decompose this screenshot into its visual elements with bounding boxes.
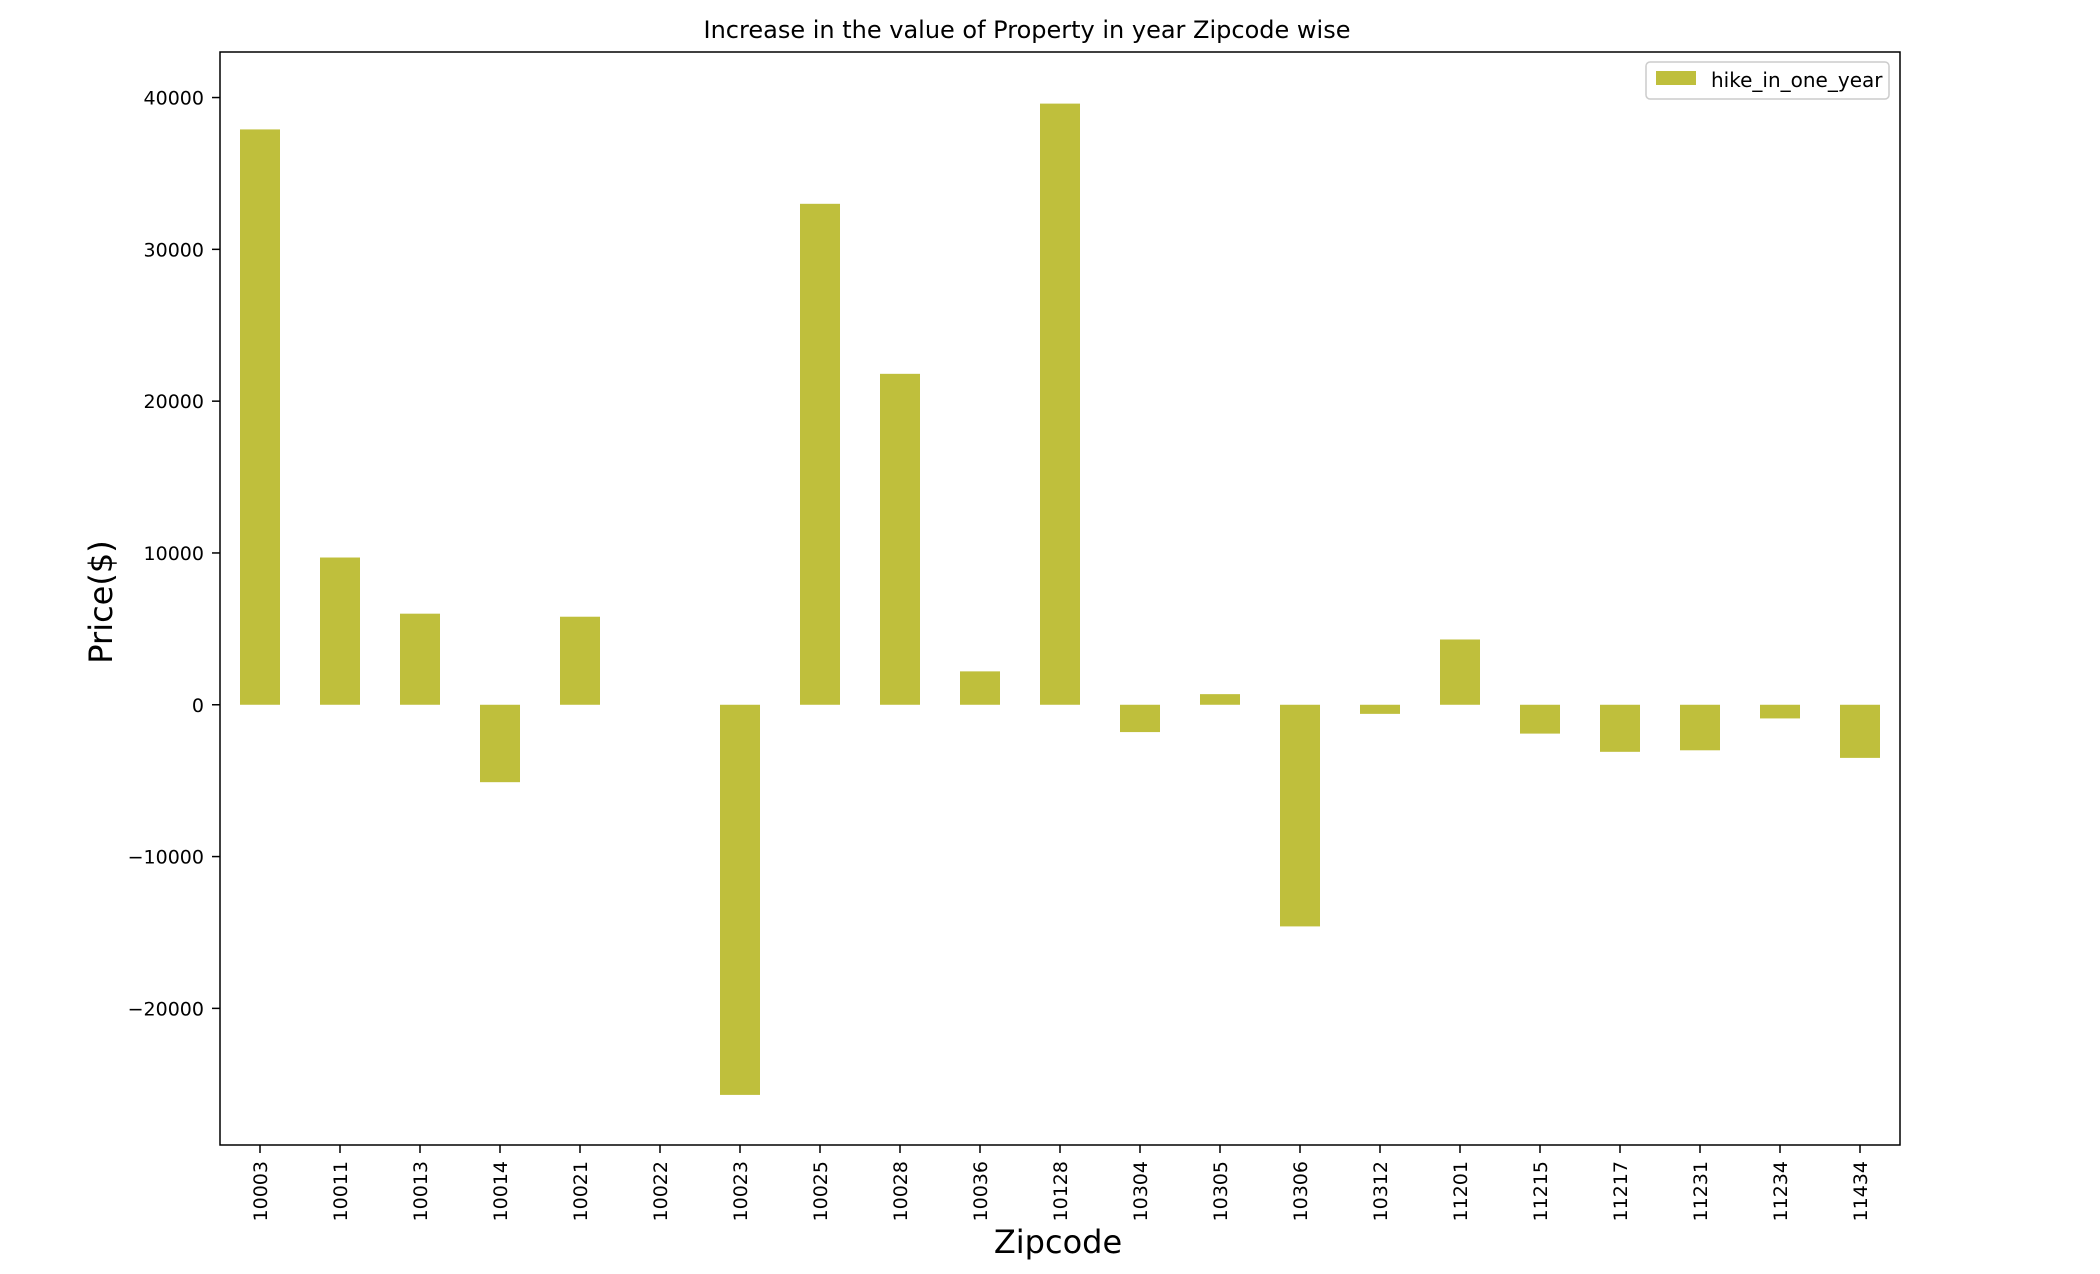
bar-10305 xyxy=(1200,694,1240,705)
x-tick-label: 11434 xyxy=(1850,1161,1872,1221)
x-tick-label: 11234 xyxy=(1770,1161,1792,1221)
y-tick-label: 30000 xyxy=(144,239,204,261)
bar-10025 xyxy=(800,203,840,705)
legend-frame xyxy=(1645,61,1890,100)
y-tick-label: −20000 xyxy=(128,998,204,1020)
bars-group xyxy=(240,103,1880,1095)
x-tick-label: 10014 xyxy=(490,1161,512,1221)
x-tick-label: 10128 xyxy=(1050,1161,1072,1221)
x-tick-label: 10028 xyxy=(890,1161,912,1221)
bar-10028 xyxy=(880,373,920,705)
legend: hike_in_one_year xyxy=(1645,61,1890,100)
bar-10011 xyxy=(320,557,360,705)
x-tick-label: 10023 xyxy=(730,1161,752,1221)
x-tick-label: 10022 xyxy=(650,1161,672,1221)
y-tick-label: 0 xyxy=(192,695,204,717)
x-tick-label: 11201 xyxy=(1450,1161,1472,1221)
x-tick-label: 10312 xyxy=(1370,1161,1392,1221)
x-tick-label: 10036 xyxy=(970,1161,992,1221)
bar-10013 xyxy=(400,613,440,705)
x-axis: 10003 10011 10013 10014 10021 10022 10023 10025… xyxy=(250,1145,1872,1221)
x-tick-label: 10304 xyxy=(1130,1161,1152,1221)
bar-10306 xyxy=(1280,704,1320,927)
bar-10003 xyxy=(240,129,280,705)
x-tick-label: 10021 xyxy=(570,1161,592,1221)
x-tick-label: 11215 xyxy=(1530,1161,1552,1221)
bar-10021 xyxy=(560,616,600,705)
y-tick-label: 40000 xyxy=(144,88,204,110)
x-tick-label: 10306 xyxy=(1290,1161,1312,1221)
bar-11217 xyxy=(1600,704,1640,752)
bar-11215 xyxy=(1520,704,1560,734)
y-axis: −20000 −10000 0 10000 20000 30000 40000 xyxy=(128,88,220,1020)
bar-10014 xyxy=(480,704,520,783)
legend-label: hike_in_one_year xyxy=(1711,68,1883,92)
y-axis-label: Price($) xyxy=(82,540,120,663)
y-tick-label: 10000 xyxy=(144,543,204,565)
x-tick-label: 10025 xyxy=(810,1161,832,1221)
bar-11434 xyxy=(1840,704,1880,758)
bar-11201 xyxy=(1440,639,1480,705)
x-tick-label: 11217 xyxy=(1610,1161,1632,1221)
legend-swatch xyxy=(1656,71,1696,85)
bar-10128 xyxy=(1040,103,1080,705)
bar-10304 xyxy=(1120,704,1160,733)
y-tick-label: 20000 xyxy=(144,391,204,413)
bar-10312 xyxy=(1360,704,1400,714)
x-tick-label: 11231 xyxy=(1690,1161,1712,1221)
x-tick-label: 10013 xyxy=(410,1161,432,1221)
bar-11234 xyxy=(1760,704,1800,719)
y-tick-label: −10000 xyxy=(128,847,204,869)
chart-title: Increase in the value of Property in yea… xyxy=(704,16,1351,44)
bar-11231 xyxy=(1680,704,1720,751)
x-tick-label: 10003 xyxy=(250,1161,272,1221)
x-tick-label: 10011 xyxy=(330,1161,352,1221)
bar-10036 xyxy=(960,671,1000,705)
x-axis-label: Zipcode xyxy=(994,1223,1122,1261)
bar-10023 xyxy=(720,704,760,1095)
x-tick-label: 10305 xyxy=(1210,1161,1232,1221)
